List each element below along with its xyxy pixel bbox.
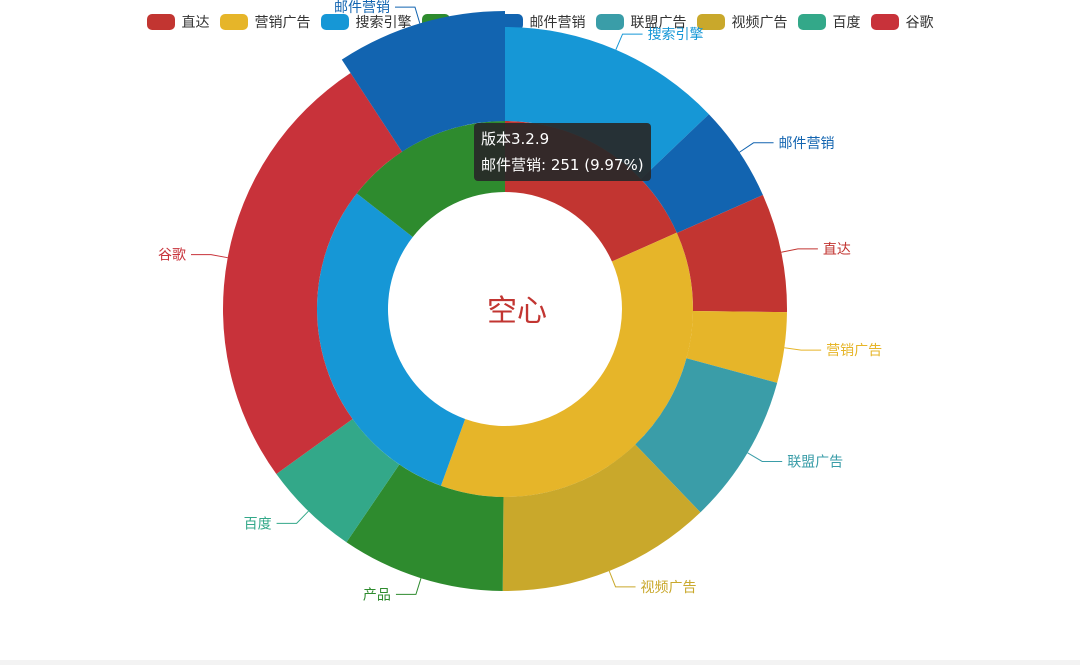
legend-item[interactable]: 搜索引擎 — [320, 12, 412, 32]
tooltip-line: 邮件营销: 251 (9.97%) — [481, 156, 644, 174]
outer-slice[interactable] — [223, 73, 403, 475]
outer-slice[interactable] — [502, 444, 701, 591]
legend-label: 谷歌 — [905, 15, 934, 31]
legend-swatch — [797, 14, 826, 30]
legend-swatch — [320, 14, 349, 30]
outer-slice-label: 产品 — [363, 587, 391, 603]
label-leader-line — [781, 248, 818, 253]
legend-label: 营销广告 — [254, 15, 311, 31]
outer-slice[interactable] — [346, 464, 504, 591]
label-leader-line — [747, 452, 783, 462]
label-leader-line — [615, 33, 643, 50]
outer-slice[interactable] — [676, 194, 787, 313]
outer-slice-label: 谷歌 — [158, 248, 186, 264]
label-leader-line — [190, 254, 228, 259]
label-leader-line — [784, 347, 822, 351]
label-leader-line — [608, 570, 636, 588]
legend-item[interactable]: 联盟广告 — [595, 12, 687, 32]
inner-slice[interactable] — [317, 193, 466, 486]
inner-slice[interactable] — [356, 121, 505, 238]
outer-slice-label: 邮件营销 — [779, 136, 835, 152]
legend-item[interactable]: 营销广告 — [219, 12, 311, 32]
legend-swatch — [870, 14, 899, 30]
legend-item[interactable]: 直达 — [146, 12, 210, 32]
legend-swatch — [696, 14, 725, 30]
legend-item[interactable]: 百度 — [797, 12, 861, 32]
outer-slice[interactable] — [505, 27, 709, 180]
outer-slice-label: 营销广告 — [826, 343, 882, 359]
label-leader-line — [394, 6, 421, 24]
outer-slice-label: 搜索引擎 — [648, 26, 704, 43]
legend-swatch — [146, 14, 175, 30]
legend-label: 邮件营销 — [529, 15, 586, 31]
outer-slice-label: 联盟广告 — [787, 454, 843, 470]
tooltip-title: 版本3.2.9 — [481, 130, 550, 148]
outer-slice[interactable] — [640, 114, 763, 233]
legend-label: 视频广告 — [731, 15, 788, 31]
bottom-bar — [0, 660, 1080, 665]
outer-slice-label: 百度 — [244, 516, 272, 532]
legend-label: 直达 — [181, 15, 210, 31]
label-leader-line — [739, 142, 774, 153]
tooltip: 版本3.2.9 邮件营销: 251 (9.97%) — [474, 123, 651, 181]
legend-label: 百度 — [832, 15, 861, 31]
legend-swatch — [219, 14, 248, 30]
legend-item[interactable]: 谷歌 — [870, 12, 934, 32]
outer-slice-label: 邮件营销 — [334, 0, 390, 16]
center-label: 空心 — [487, 294, 547, 329]
label-leader-line — [395, 578, 422, 595]
legend-label: 联盟广告 — [630, 15, 687, 31]
outer-slice[interactable] — [635, 358, 778, 513]
legend-swatch — [595, 14, 624, 30]
legend-item[interactable]: 视频广告 — [696, 12, 788, 32]
inner-slice[interactable] — [440, 232, 693, 497]
outer-slice-label: 视频广告 — [641, 580, 697, 596]
legend-label: 搜索引擎 — [355, 15, 412, 31]
label-leader-line — [276, 510, 309, 524]
outer-slice[interactable] — [686, 311, 787, 383]
outer-slice[interactable] — [341, 11, 505, 152]
outer-slice[interactable] — [276, 419, 400, 543]
outer-slice-label: 直达 — [823, 241, 851, 258]
